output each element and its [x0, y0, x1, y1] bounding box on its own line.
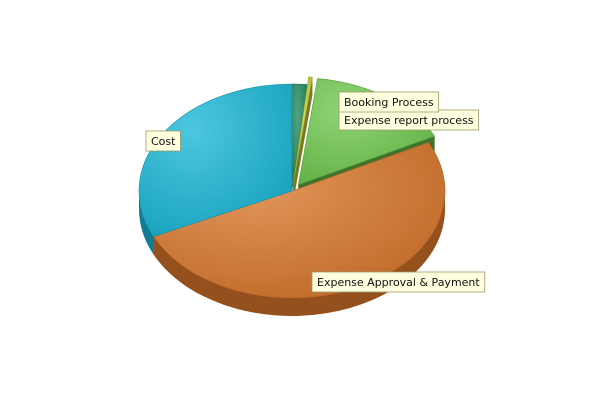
pie-label-text-booking-process: Booking Process — [344, 96, 434, 109]
pie-slice-booking-process — [292, 76, 313, 184]
pie-label-box-booking-process — [338, 91, 440, 113]
pie-tops — [138, 76, 446, 299]
pie-label-booking-process: Booking Process — [338, 91, 440, 113]
pie-label-expense-report-process: Expense report process — [338, 109, 479, 131]
pie-label-box-expense-approval-payment — [311, 271, 486, 293]
pie-slice-side-cost — [139, 191, 154, 255]
pie-label-cost: Cost — [145, 130, 181, 152]
pie-label-box-cost — [145, 130, 181, 152]
pie-label-text-cost: Cost — [151, 135, 176, 148]
pie-slice-wall-booking-process — [293, 77, 313, 202]
pie-labels: Expense report process Booking Process Exp… — [145, 91, 486, 293]
pie-label-text-expense-report-process: Expense report process — [344, 114, 474, 127]
pie-label-text-expense-approval-payment: Expense Approval & Payment — [317, 276, 480, 289]
pie-label-expense-approval-payment: Expense Approval & Payment — [311, 271, 486, 293]
